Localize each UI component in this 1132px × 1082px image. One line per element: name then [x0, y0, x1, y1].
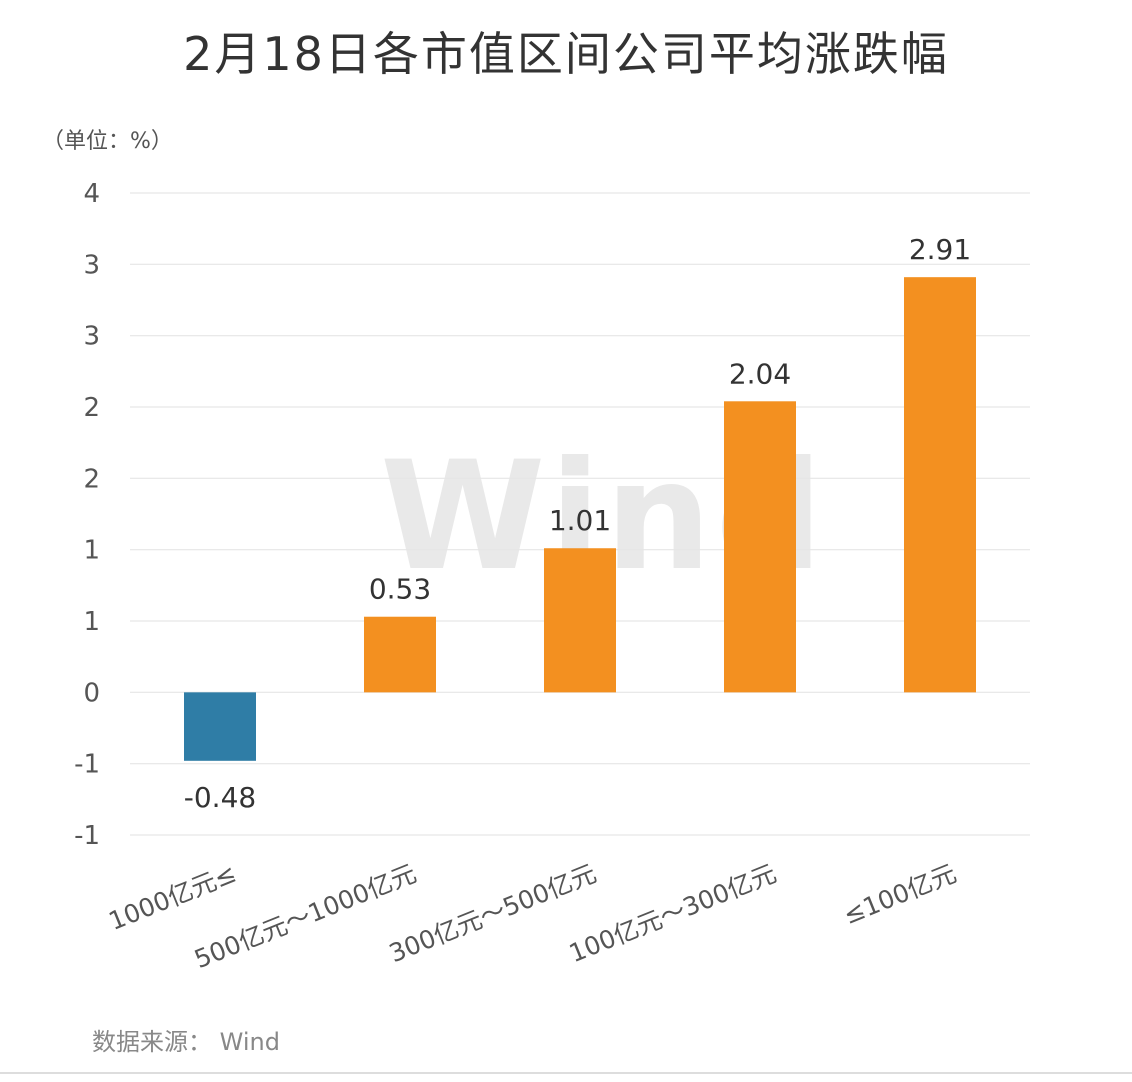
x-category-label: 1000亿元≤ — [105, 859, 241, 936]
data-label: 1.01 — [549, 504, 611, 537]
y-tick-label: 2 — [83, 464, 100, 494]
y-tick-label: 3 — [83, 250, 100, 280]
data-label: 2.91 — [909, 233, 971, 266]
y-tick-label: 2 — [83, 393, 100, 423]
x-category-label: 100亿元～300亿元 — [565, 859, 780, 968]
bar-chart: 43322110-1-1-0.481000亿元≤0.53500亿元～1000亿元… — [74, 179, 1030, 974]
bar — [904, 277, 976, 693]
y-tick-label: -1 — [74, 750, 100, 780]
unit-label: （单位：%） — [42, 129, 173, 154]
bar — [724, 401, 796, 693]
bar — [544, 548, 616, 693]
bottom-divider — [0, 1072, 1132, 1074]
data-label: 2.04 — [729, 357, 791, 390]
bar — [364, 616, 436, 693]
bar — [184, 692, 256, 761]
y-tick-label: 1 — [83, 607, 100, 637]
chart-title: 2月18日各市值区间公司平均涨跌幅 — [183, 27, 949, 81]
data-label: -0.48 — [184, 781, 256, 814]
x-category-label: 300亿元～500亿元 — [385, 859, 600, 968]
y-tick-label: -1 — [74, 821, 100, 851]
y-tick-label: 0 — [83, 678, 100, 708]
source-note: 数据来源： Wind — [92, 1028, 280, 1056]
data-label: 0.53 — [369, 573, 431, 606]
y-tick-label: 3 — [83, 322, 100, 352]
x-category-label: ≤100亿元 — [839, 859, 960, 930]
y-tick-label: 4 — [83, 179, 100, 209]
y-tick-label: 1 — [83, 536, 100, 566]
